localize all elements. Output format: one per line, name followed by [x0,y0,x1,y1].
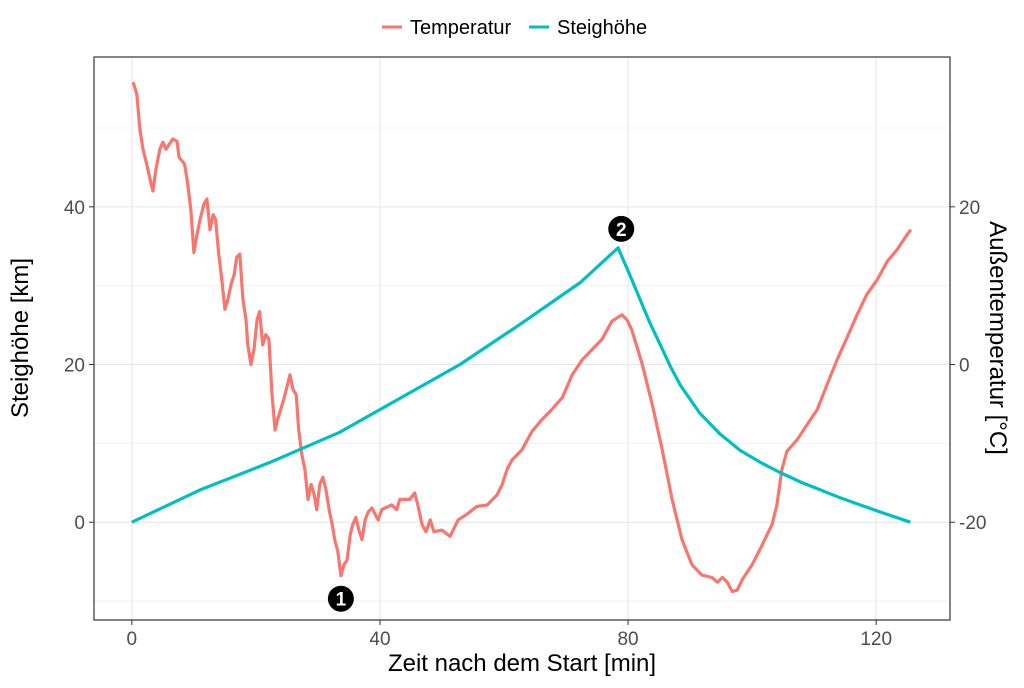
x-tick-label: 120 [860,629,892,650]
x-axis-title: Zeit nach dem Start [min] [388,650,656,677]
x-tick-label: 80 [617,629,638,650]
y2-tick-label: 20 [959,198,980,219]
series-line-steighoehe [131,246,911,524]
y-axis-title: Steighöhe [km] [7,258,34,418]
annotation-marker [608,215,635,242]
annotation-marker [327,585,354,612]
legend: Temperatur Steighöhe [382,17,647,39]
y2-tick-label: 0 [959,356,970,377]
series-line-temperatur [131,81,913,594]
y-tick-label: 20 [64,356,85,377]
x-tick-label: 40 [369,629,390,650]
series-layer [131,81,913,594]
annotations: 12 [327,215,635,612]
panel-border [93,56,951,621]
annotation-label: 2 [616,220,627,241]
legend-label-steighoehe: Steighöhe [557,17,647,39]
y2-axis-title: Außentemperatur [°C] [984,221,1011,455]
x-tick-label: 0 [127,629,138,650]
grid [94,57,950,620]
legend-label-temperatur: Temperatur [410,17,511,39]
y-tick-label: 40 [64,198,85,219]
axes: 0 40 80 120 0 20 40 -20 0 20 [64,198,987,650]
annotation-label: 1 [336,590,347,611]
y-tick-label: 0 [74,513,85,534]
y2-tick-label: -20 [959,513,986,534]
